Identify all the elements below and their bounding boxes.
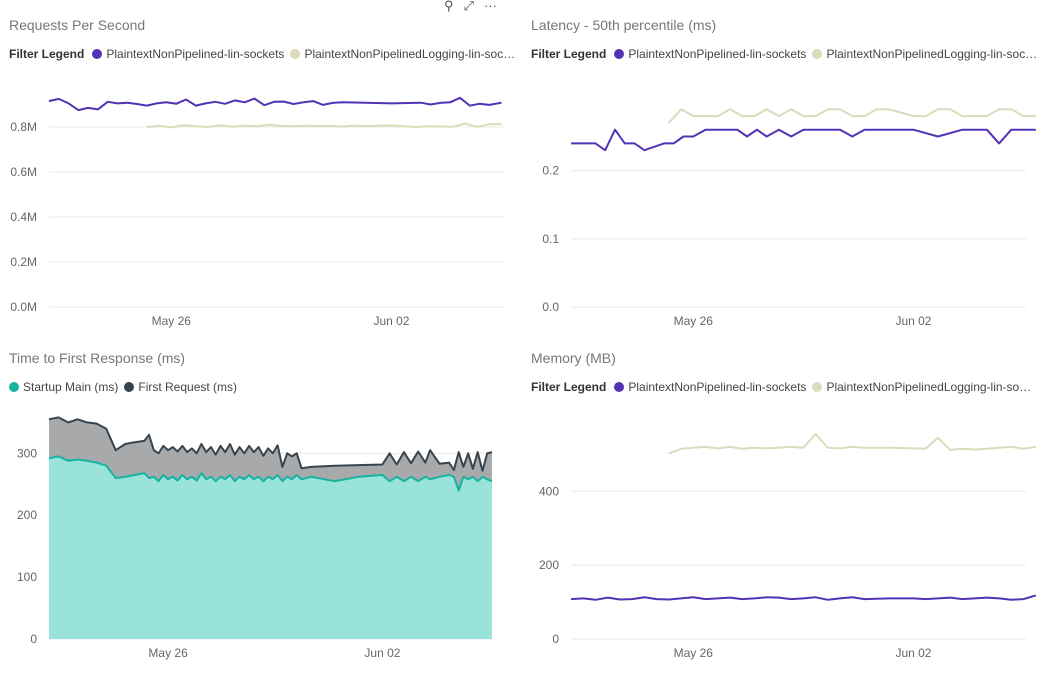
x-tick-label: Jun 02 xyxy=(373,314,409,328)
legend-item[interactable]: PlaintextNonPipelinedLogging-lin-sockets xyxy=(812,380,1036,394)
chart-legend: Filter Legend PlaintextNonPipelined-lin-… xyxy=(531,380,1042,394)
series-line xyxy=(570,594,1037,601)
visual-toolbar: ⚲ ⤢ ··· xyxy=(444,0,497,14)
legend-item[interactable]: PlaintextNonPipelined-lin-sockets xyxy=(92,47,284,61)
memory-panel: Memory (MB) Filter Legend PlaintextNonPi… xyxy=(531,350,1037,665)
latency-chart: 0.0 0.1 0.2 May 26 Jun 02 xyxy=(542,108,1036,328)
legend-item[interactable]: First Request (ms) xyxy=(124,380,237,394)
legend-dot xyxy=(9,382,19,392)
series-line xyxy=(668,433,1036,455)
legend-title: Filter Legend xyxy=(531,47,607,61)
legend-label: Startup Main (ms) xyxy=(23,380,119,394)
series-line xyxy=(48,416,493,472)
chart-title: Requests Per Second xyxy=(9,17,146,33)
chart-title: Time to First Response (ms) xyxy=(9,350,186,366)
legend-item[interactable]: PlaintextNonPipelinedLogging-lin-sockets xyxy=(290,47,520,61)
y-tick-label: 300 xyxy=(17,446,37,460)
y-tick-label: 400 xyxy=(539,484,559,498)
x-tick-label: May 26 xyxy=(674,646,714,660)
x-tick-label: Jun 02 xyxy=(895,646,931,660)
legend-item[interactable]: Startup Main (ms) xyxy=(9,380,118,394)
x-tick-label: May 26 xyxy=(152,314,192,328)
legend-label: PlaintextNonPipelined-lin-sockets xyxy=(106,47,285,61)
series-line xyxy=(48,96,502,112)
chart-legend: Filter Legend PlaintextNonPipelined-lin-… xyxy=(9,47,526,61)
latency-panel: Latency - 50th percentile (ms) Filter Le… xyxy=(531,17,1042,328)
legend-dot xyxy=(290,49,301,59)
chart-title: Latency - 50th percentile (ms) xyxy=(531,17,717,33)
y-tick-label: 0 xyxy=(552,632,559,646)
memory-chart: 0 200 400 May 26 Jun 02 xyxy=(539,433,1037,660)
legend-item[interactable]: PlaintextNonPipelined-lin-sockets xyxy=(614,380,806,394)
x-tick-label: Jun 02 xyxy=(895,314,931,328)
series-line xyxy=(146,122,502,129)
y-tick-label: 200 xyxy=(539,558,559,572)
y-tick-label: 100 xyxy=(17,570,37,584)
x-tick-label: May 26 xyxy=(674,314,714,328)
y-tick-label: 0.0 xyxy=(542,300,559,314)
legend-title: Filter Legend xyxy=(531,380,607,394)
x-tick-label: May 26 xyxy=(148,646,188,660)
y-tick-label: 0.4M xyxy=(10,210,37,224)
y-tick-label: 0.0M xyxy=(10,300,37,314)
legend-dot xyxy=(92,49,103,59)
y-tick-label: 0.2M xyxy=(10,255,37,269)
legend-dot xyxy=(812,49,823,59)
time-to-first-response-panel: Time to First Response (ms) Startup Main… xyxy=(9,350,509,665)
legend-item[interactable]: PlaintextNonPipelined-lin-sockets xyxy=(614,47,806,61)
y-tick-label: 0.6M xyxy=(10,165,37,179)
series-line xyxy=(48,455,493,492)
y-tick-label: 0.1 xyxy=(542,232,559,246)
legend-dot xyxy=(614,382,625,392)
y-tick-label: 0 xyxy=(30,632,37,646)
more-options-icon[interactable]: ··· xyxy=(483,0,497,13)
y-tick-label: 0.2 xyxy=(542,164,559,178)
series-area xyxy=(49,456,492,639)
legend-dot xyxy=(124,382,135,392)
legend-label: PlaintextNonPipelined-lin-sockets xyxy=(628,47,807,61)
series-line xyxy=(668,108,1036,124)
time-to-first-response-chart: 0 100 200 300 May 26 Jun 02 xyxy=(17,416,493,660)
requests-per-second-chart: 0.0M 0.2M 0.4M 0.6M 0.8M May 26 Jun 02 xyxy=(10,96,504,328)
requests-per-second-panel: Requests Per Second Filter Legend Plaint… xyxy=(9,17,520,328)
legend-dot xyxy=(812,382,823,392)
legend-label: First Request (ms) xyxy=(138,380,238,394)
y-tick-label: 0.8M xyxy=(10,120,37,134)
legend-label: PlaintextNonPipelined-lin-sockets xyxy=(628,380,807,394)
chart-title: Memory (MB) xyxy=(531,350,616,366)
x-tick-label: Jun 02 xyxy=(364,646,400,660)
legend-title: Filter Legend xyxy=(9,47,85,61)
pin-icon[interactable]: ⚲ xyxy=(444,0,454,13)
focus-mode-icon[interactable]: ⤢ xyxy=(463,0,474,13)
legend-dot xyxy=(614,49,625,59)
y-tick-label: 200 xyxy=(17,508,37,522)
legend-item[interactable]: PlaintextNonPipelinedLogging-lin-sockets xyxy=(812,47,1042,61)
chart-legend: Startup Main (ms) First Request (ms) xyxy=(9,380,243,394)
series-line xyxy=(571,128,1036,152)
chart-legend: Filter Legend PlaintextNonPipelined-lin-… xyxy=(531,47,1048,61)
